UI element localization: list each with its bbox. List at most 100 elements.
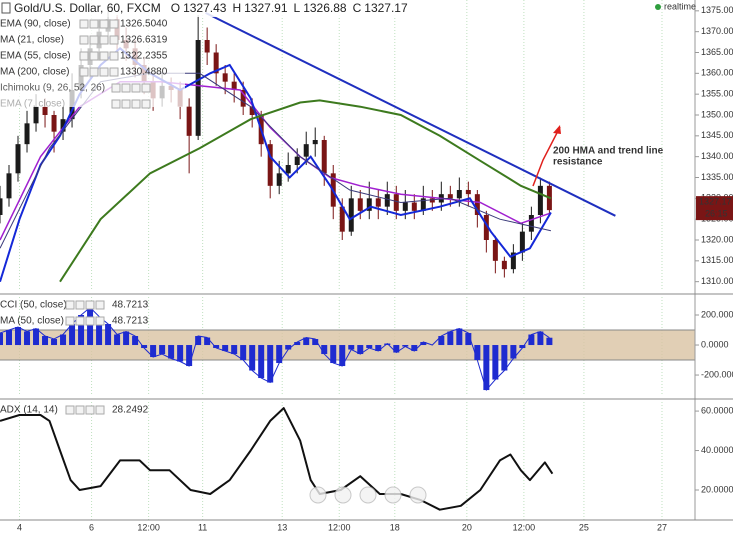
- candle-body: [393, 194, 399, 211]
- y-tick-label: 1375.00: [701, 5, 733, 15]
- legend-icon[interactable]: [131, 99, 141, 109]
- legend-icon[interactable]: [79, 19, 89, 29]
- legend-value: 1326.5040: [120, 19, 168, 30]
- annotation-text: resistance: [553, 157, 603, 168]
- cci-bar: [96, 316, 103, 346]
- legend-icon[interactable]: [85, 300, 95, 310]
- cci-bar: [33, 328, 40, 346]
- cci-bar: [312, 339, 319, 346]
- legend-icon[interactable]: [131, 83, 141, 93]
- candle-body: [528, 215, 534, 232]
- nav-button[interactable]: [384, 486, 402, 504]
- y-tick-label: 1370.00: [701, 26, 733, 36]
- legend-icon[interactable]: [75, 405, 85, 415]
- legend-icon[interactable]: [95, 300, 105, 310]
- legend-icon[interactable]: [89, 19, 99, 29]
- y-tick-label: 1335.00: [701, 172, 733, 182]
- legend-icon[interactable]: [99, 19, 109, 29]
- x-tick-label: 4: [17, 522, 22, 532]
- cci-bar: [537, 331, 544, 346]
- candle-body: [240, 90, 246, 107]
- legend-icon[interactable]: [85, 405, 95, 415]
- y-tick-label: 200.0000: [701, 309, 733, 319]
- legend-icon[interactable]: [65, 405, 75, 415]
- trend-line: [205, 12, 616, 217]
- legend-icon[interactable]: [89, 51, 99, 61]
- cci-bar: [330, 345, 337, 364]
- ohlc-value: 1327.91: [244, 1, 288, 15]
- cci-bar: [456, 328, 463, 346]
- legend-icon[interactable]: [65, 300, 75, 310]
- cci-bar: [402, 345, 409, 347]
- y-tick-label: 1310.00: [701, 276, 733, 286]
- annotation-text: 200 HMA and trend line: [553, 146, 664, 157]
- legend-icon[interactable]: [89, 67, 99, 77]
- y-tick-label: -200.0000: [701, 369, 733, 379]
- cci-bar: [114, 334, 121, 346]
- legend-value: 1322.2355: [120, 51, 168, 62]
- y-tick-label: 40.0000: [701, 445, 733, 455]
- legend-icon[interactable]: [75, 316, 85, 326]
- cci-bar: [510, 345, 517, 359]
- candle-body: [321, 140, 327, 174]
- cci-bar: [123, 331, 130, 346]
- candle-body: [24, 123, 30, 145]
- legend-icon[interactable]: [99, 51, 109, 61]
- legend-icon[interactable]: [111, 83, 121, 93]
- collapse-icon[interactable]: [1, 2, 11, 14]
- y-tick-label: 1320.00: [701, 234, 733, 244]
- legend-icon[interactable]: [121, 83, 131, 93]
- cci-bar: [222, 345, 229, 352]
- legend-icon[interactable]: [99, 67, 109, 77]
- candle-body: [519, 231, 525, 253]
- cci-bar: [213, 345, 220, 349]
- nav-button[interactable]: [309, 486, 327, 504]
- legend-icon[interactable]: [89, 35, 99, 45]
- legend-icon[interactable]: [65, 316, 75, 326]
- adx-line: [0, 407, 554, 511]
- nav-button[interactable]: [359, 486, 377, 504]
- cci-bar: [87, 307, 94, 346]
- legend-icon[interactable]: [111, 99, 121, 109]
- cci-bar: [546, 337, 553, 346]
- legend-icon[interactable]: [79, 67, 89, 77]
- legend-icon[interactable]: [109, 35, 119, 45]
- legend-icon[interactable]: [85, 316, 95, 326]
- x-tick-label: 6: [89, 522, 94, 532]
- cci-bar: [474, 345, 481, 361]
- cci-bar: [384, 343, 391, 346]
- legend-name: EMA (7, close): [0, 99, 65, 110]
- cci-bar: [357, 345, 364, 355]
- legend-icon[interactable]: [141, 99, 151, 109]
- legend-value: 1326.6319: [120, 35, 168, 46]
- legend-icon[interactable]: [99, 35, 109, 45]
- legend-icon[interactable]: [141, 83, 151, 93]
- cci-bar: [42, 336, 49, 346]
- cci-bar: [501, 345, 508, 371]
- candle-body: [348, 198, 354, 232]
- cci-bar: [240, 345, 247, 361]
- symbol-title: Gold/U.S. Dollar, 60, FXCM: [14, 1, 161, 15]
- x-tick-label: 12:00: [513, 522, 536, 532]
- legend-icon[interactable]: [109, 51, 119, 61]
- cci-bar: [348, 345, 355, 350]
- candle-body: [294, 156, 300, 165]
- legend-icon[interactable]: [95, 405, 105, 415]
- candle-body: [15, 144, 21, 174]
- cci-bar: [366, 345, 373, 349]
- candle-body: [267, 144, 273, 186]
- candle-body: [384, 194, 390, 207]
- legend-icon[interactable]: [75, 300, 85, 310]
- nav-button[interactable]: [409, 486, 427, 504]
- nav-button[interactable]: [334, 486, 352, 504]
- legend-icon[interactable]: [79, 51, 89, 61]
- cci-bar: [438, 336, 445, 346]
- legend-icon[interactable]: [121, 99, 131, 109]
- legend-icon[interactable]: [109, 67, 119, 77]
- candle-body: [420, 198, 426, 211]
- legend-icon[interactable]: [79, 35, 89, 45]
- legend-icon[interactable]: [109, 19, 119, 29]
- legend-icon[interactable]: [95, 316, 105, 326]
- cci-bar: [258, 345, 265, 379]
- y-tick-label: 1365.00: [701, 47, 733, 57]
